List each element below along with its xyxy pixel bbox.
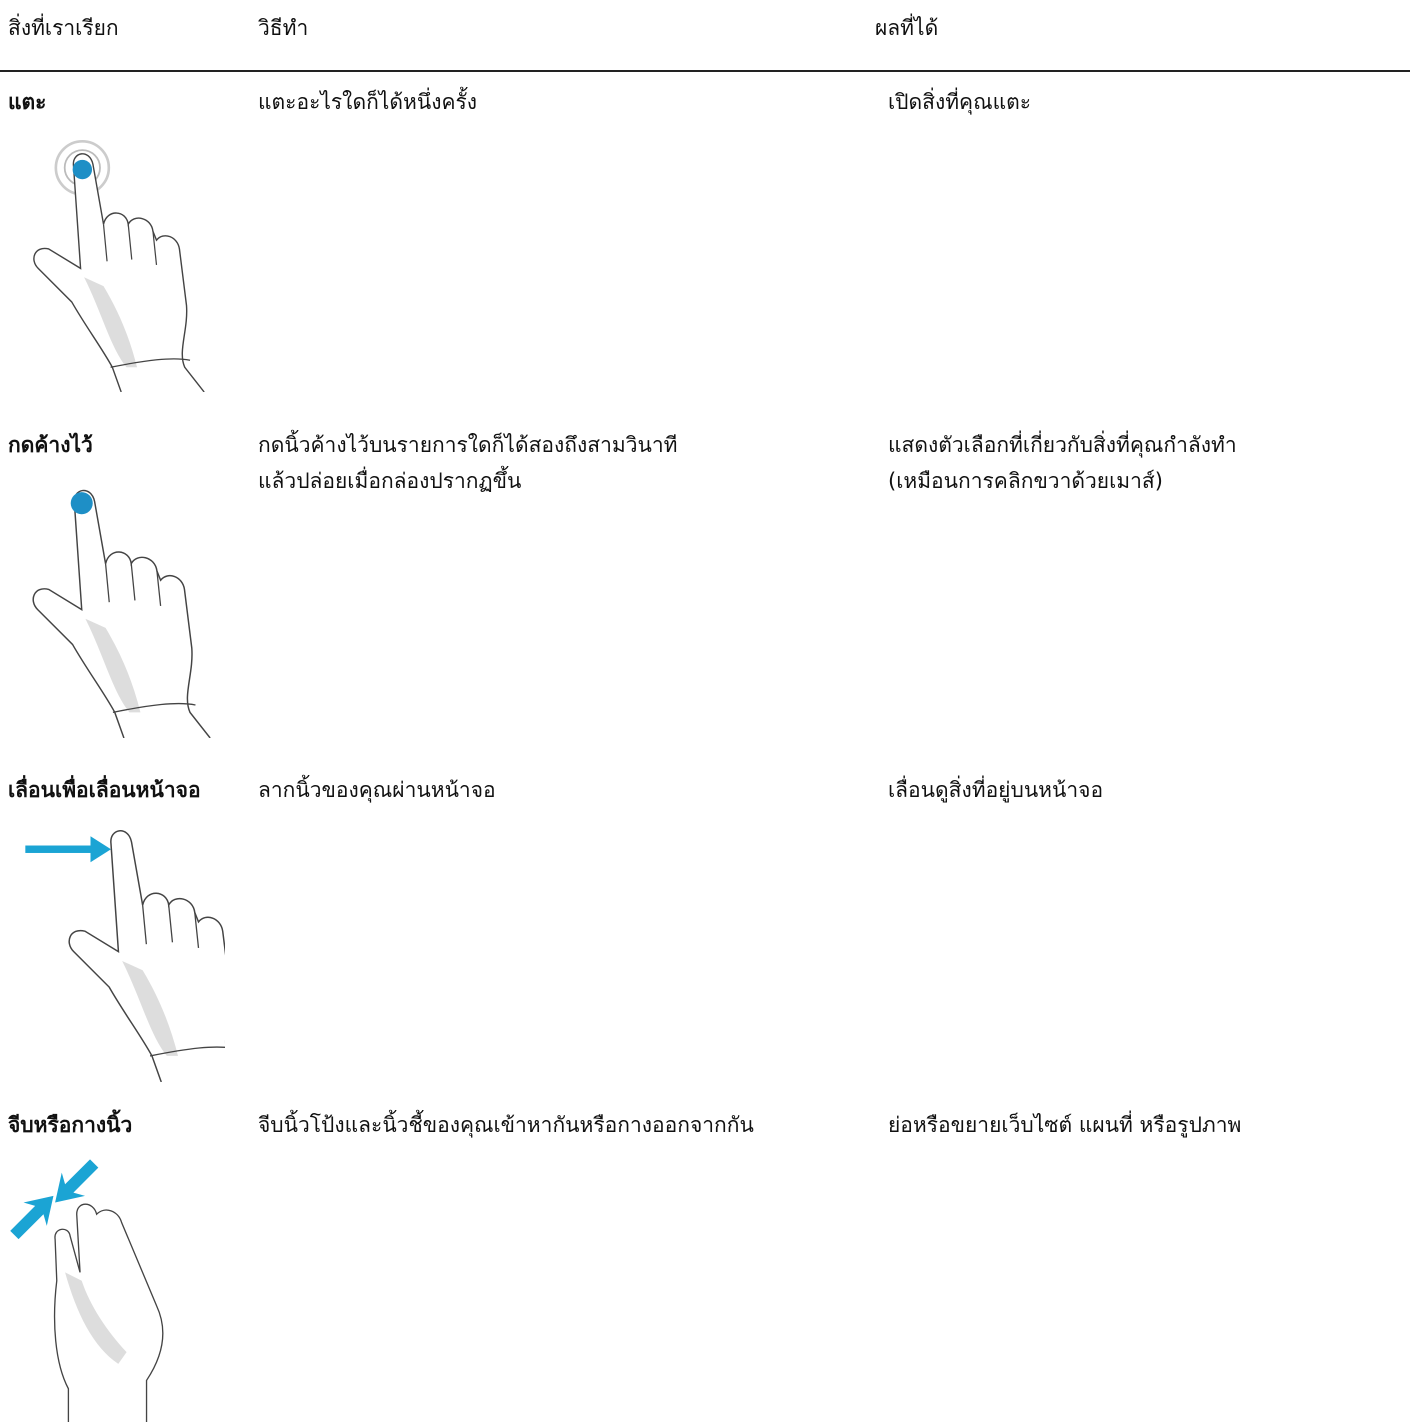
pinch-illustration [10, 1159, 164, 1422]
header-cell: วิธีทำ [258, 16, 309, 40]
header-cell: ผลที่ได้ [875, 16, 939, 40]
gesture-how: ลากนิ้วของคุณผ่านหน้าจอ [258, 778, 496, 802]
header-rule [0, 70, 1410, 72]
press-illustration [32, 489, 211, 738]
tap-illustration [33, 139, 205, 392]
gesture-result: (เหมือนการคลิกขวาด้วยเมาส์) [888, 469, 1163, 493]
gesture-how: แตะอะไรใดก็ได้หนึ่งครั้ง [258, 90, 478, 114]
header-cell: สิ่งที่เราเรียก [8, 16, 119, 40]
gesture-result: ย่อหรือขยายเว็บไซต์ แผนที่ หรือรูปภาพ [888, 1113, 1242, 1137]
gesture-result: เปิดสิ่งที่คุณแตะ [888, 90, 1032, 114]
gesture-name: เลื่อนเพื่อเลื่อนหน้าจอ [8, 778, 201, 802]
gesture-how: จีบนิ้วโป้งและนิ้วชี้ของคุณเข้าหากันหรือ… [258, 1113, 754, 1137]
gesture-name: กดค้างไว้ [8, 433, 93, 457]
gesture-how: แล้วปล่อยเมื่อกล่องปรากฏขึ้น [258, 469, 522, 493]
gesture-result: แสดงตัวเลือกที่เกี่ยวกับสิ่งที่คุณกำลังท… [888, 433, 1237, 457]
gesture-result: เลื่อนดูสิ่งที่อยู่บนหน้าจอ [888, 778, 1104, 802]
gesture-how: กดนิ้วค้างไว้บนรายการใดก็ได้สองถึงสามวิน… [258, 433, 678, 457]
gesture-name: แตะ [8, 90, 47, 114]
gesture-name: จีบหรือกางนิ้ว [8, 1113, 133, 1137]
slide-illustration [25, 830, 225, 1082]
